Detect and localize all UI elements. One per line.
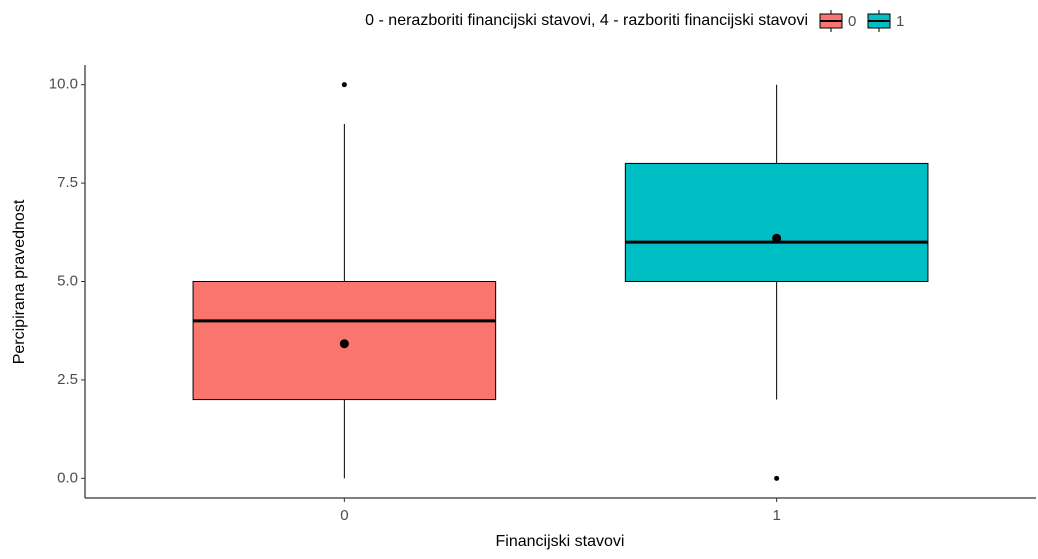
y-tick-label: 2.5	[57, 371, 78, 388]
x-axis-label: Financijski stavovi	[496, 533, 625, 550]
outlier	[774, 475, 780, 481]
legend-title: 0 - nerazboriti financijski stavovi, 4 -…	[365, 12, 808, 29]
x-tick-label: 1	[772, 507, 780, 524]
y-tick-label: 0.0	[57, 469, 78, 486]
legend-label: 0	[848, 13, 856, 30]
legend-label: 1	[896, 13, 904, 30]
y-tick-label: 10.0	[49, 76, 78, 93]
mean	[772, 233, 782, 243]
y-tick-label: 7.5	[57, 174, 78, 191]
mean	[339, 339, 349, 349]
y-axis-label: Percipirana pravednost	[11, 199, 28, 364]
x-tick-label: 0	[340, 507, 348, 524]
box	[624, 162, 929, 282]
y-tick-label: 5.0	[57, 272, 78, 289]
outlier	[341, 82, 347, 88]
